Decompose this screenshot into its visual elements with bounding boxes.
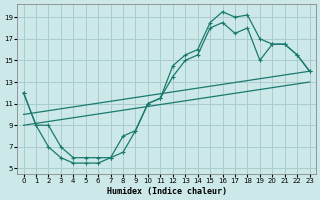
- X-axis label: Humidex (Indice chaleur): Humidex (Indice chaleur): [107, 187, 227, 196]
